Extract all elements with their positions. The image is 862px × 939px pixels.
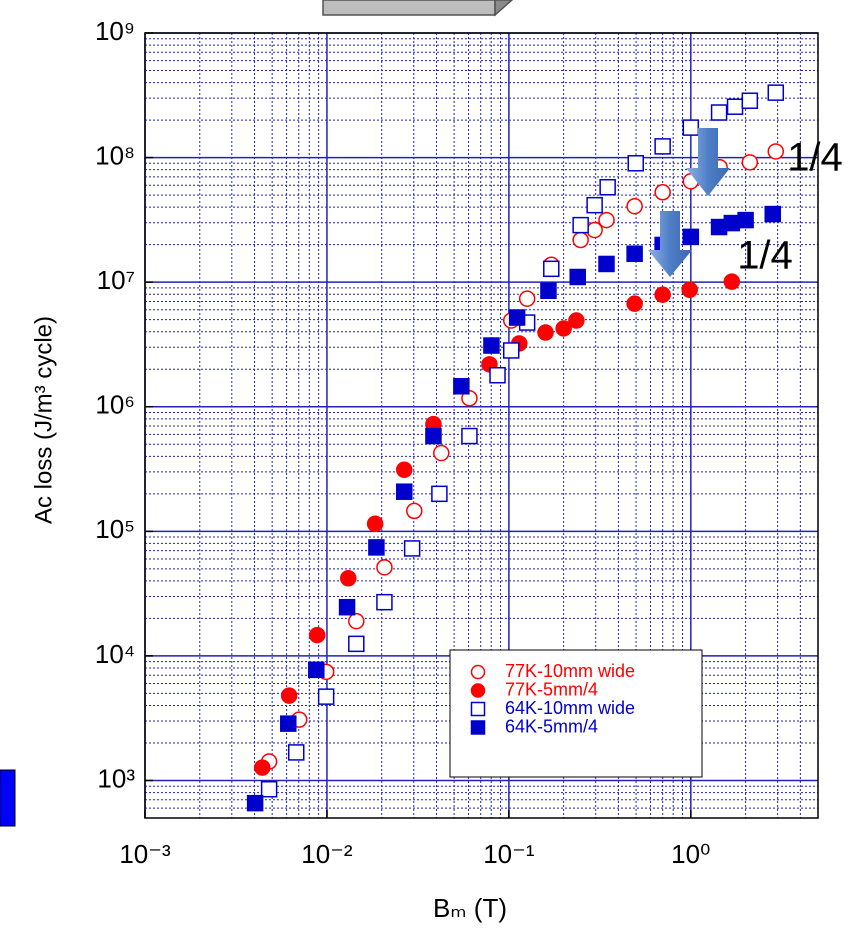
legend-box (449, 649, 703, 778)
point (568, 312, 585, 329)
point (726, 98, 744, 115)
point (376, 559, 393, 576)
arrow (686, 128, 730, 196)
point (767, 84, 785, 101)
y-tick-label: 10³ (97, 763, 135, 793)
point (518, 290, 536, 307)
point (543, 260, 560, 278)
point (767, 143, 785, 160)
point (431, 485, 448, 503)
point (348, 612, 365, 630)
legend-label: 77K-5mm/4 (505, 679, 598, 699)
point (654, 183, 671, 201)
point (741, 92, 759, 109)
point (502, 342, 520, 359)
x-tick-label: 10⁻¹ (483, 839, 535, 869)
y-tick-label: 10⁵ (95, 514, 135, 544)
legend-label: 77K-10mm wide (505, 661, 635, 681)
point (403, 540, 421, 557)
point (569, 268, 586, 286)
point (710, 104, 728, 121)
x-tick-label: 10⁰ (671, 839, 710, 869)
point (586, 196, 603, 214)
point (654, 286, 671, 303)
point (764, 205, 781, 223)
point (395, 483, 413, 500)
point (681, 281, 698, 299)
y-tick-label: 10⁷ (97, 265, 135, 295)
point (572, 231, 589, 249)
y-tick-label: 10⁹ (95, 16, 135, 46)
point (366, 515, 384, 533)
annotation: 1/4 (787, 136, 843, 180)
point (317, 688, 335, 705)
point (682, 228, 700, 246)
point (626, 295, 643, 312)
point (453, 378, 470, 395)
point (737, 211, 754, 229)
point (461, 427, 478, 445)
point (340, 570, 357, 587)
arrow (648, 211, 692, 277)
point (572, 216, 589, 234)
point (308, 626, 326, 644)
point (723, 273, 741, 290)
point (280, 687, 298, 704)
point (489, 366, 506, 384)
x-tick-label: 10⁻² (301, 839, 353, 869)
point (537, 324, 554, 341)
point (260, 780, 278, 798)
legend-marker (470, 701, 486, 717)
point (348, 635, 365, 653)
y-tick-label: 10⁴ (95, 639, 135, 669)
legend-marker (470, 683, 486, 698)
point (654, 138, 671, 155)
cropped-box (322, 0, 514, 17)
point (483, 337, 500, 354)
point (280, 715, 297, 732)
point (368, 539, 385, 556)
point (626, 197, 643, 215)
point (741, 154, 759, 171)
x-tick-label: 10⁻³ (119, 839, 171, 869)
point (627, 155, 644, 172)
cropped-block (0, 769, 16, 827)
point (338, 598, 356, 616)
point (682, 119, 700, 136)
point (598, 255, 615, 273)
point (425, 427, 442, 445)
point (287, 744, 305, 761)
point (508, 309, 526, 326)
x-axis-label: Bₘ (T) (433, 893, 507, 923)
point (395, 461, 413, 479)
legend-label: 64K-5mm/4 (505, 716, 598, 736)
point (555, 320, 572, 337)
point (626, 245, 643, 263)
point (433, 444, 450, 462)
point (540, 282, 557, 300)
annotation: 1/4 (737, 234, 793, 278)
point (376, 593, 393, 611)
point (406, 502, 423, 520)
point (723, 214, 741, 232)
y-tick-label: 10⁸ (95, 140, 135, 170)
point (308, 661, 325, 679)
plot-frame (144, 32, 819, 819)
point (246, 794, 264, 812)
y-axis-label: Ac loss (J/m³ cycle) (30, 316, 57, 524)
point (254, 759, 271, 776)
y-tick-label: 10⁶ (95, 390, 135, 420)
point (599, 178, 616, 196)
point (598, 211, 615, 229)
legend-marker (470, 664, 486, 680)
legend-label: 64K-10mm wide (505, 698, 635, 718)
legend-marker (470, 720, 486, 735)
